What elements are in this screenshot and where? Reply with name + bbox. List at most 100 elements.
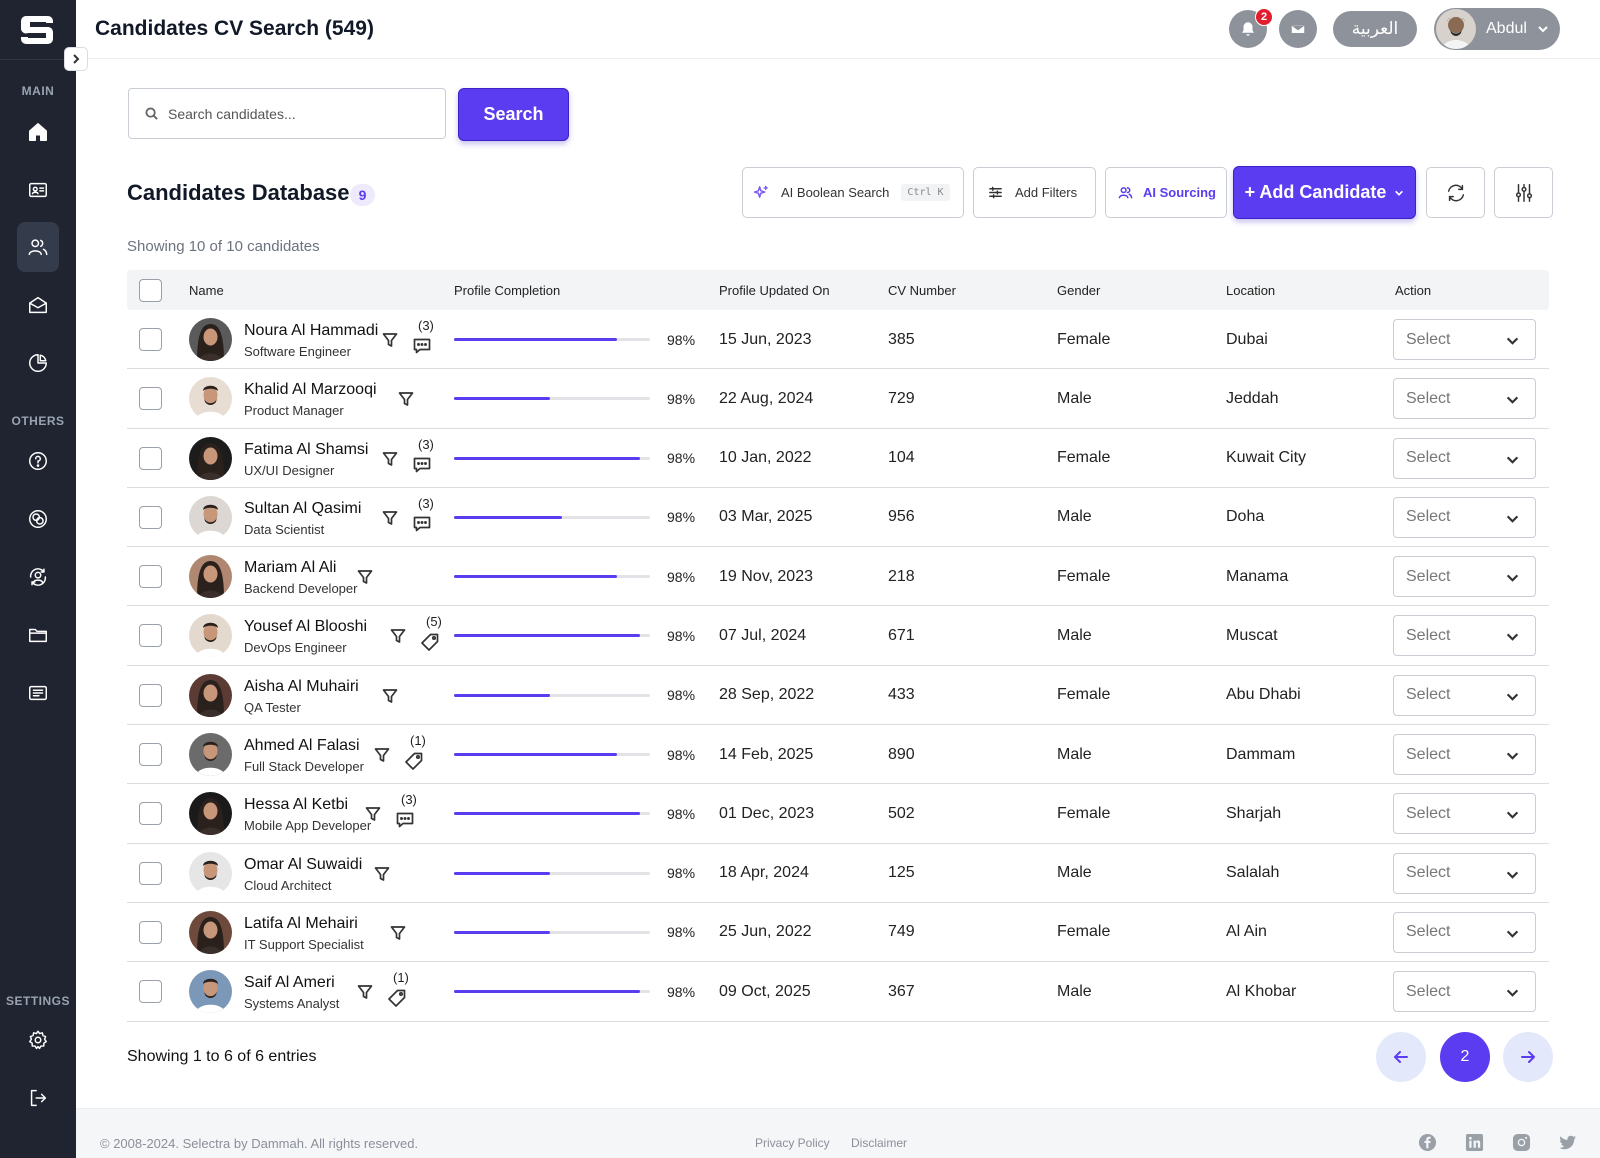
tag-icon[interactable] xyxy=(387,988,407,1008)
sidebar-item-lists[interactable] xyxy=(17,668,59,718)
select-all-checkbox[interactable] xyxy=(139,278,162,302)
notifications-button[interactable]: 2 xyxy=(1229,8,1273,48)
candidate-name[interactable]: Khalid Al Marzooqi xyxy=(244,381,377,399)
search-button[interactable]: Search xyxy=(458,88,569,141)
add-filters-button[interactable]: Add Filters xyxy=(973,167,1096,218)
sidebar-item-candidates[interactable] xyxy=(17,222,59,272)
search-input[interactable] xyxy=(168,105,418,122)
sidebar-item-home[interactable] xyxy=(17,107,59,157)
row-checkbox[interactable] xyxy=(139,683,162,707)
action-select[interactable]: Select xyxy=(1393,911,1536,953)
action-select[interactable]: Select xyxy=(1393,971,1536,1013)
table-row[interactable]: Fatima Al Shamsi UX/UI Designer (3) 98% 10 J… xyxy=(127,429,1549,488)
next-page-button[interactable] xyxy=(1503,1032,1553,1082)
comment-icon[interactable] xyxy=(412,336,432,356)
action-select[interactable]: Select xyxy=(1393,674,1536,716)
candidate-name[interactable]: Noura Al Hammadi xyxy=(244,322,379,339)
candidate-name[interactable]: Omar Al Suwaidi xyxy=(244,855,363,873)
filter-icon[interactable] xyxy=(398,391,414,407)
row-checkbox[interactable] xyxy=(139,565,162,589)
filter-icon[interactable] xyxy=(382,688,398,704)
filter-icon[interactable] xyxy=(382,332,398,348)
language-switch-button[interactable]: العربية xyxy=(1333,11,1417,47)
candidate-name[interactable]: Latifa Al Mehairi xyxy=(244,914,358,932)
sidebar-item-help[interactable] xyxy=(17,436,59,486)
column-header-profile-completion[interactable]: Profile Completion xyxy=(454,282,561,298)
candidate-name[interactable]: Fatima Al Shamsi xyxy=(244,440,369,458)
previous-page-button[interactable] xyxy=(1376,1032,1426,1082)
action-select[interactable]: Select xyxy=(1393,556,1536,598)
table-row[interactable]: Saif Al Ameri Systems Analyst (1) 98% 09 Oct… xyxy=(127,962,1549,1022)
tag-icon[interactable] xyxy=(404,751,424,771)
twitter-icon[interactable] xyxy=(1558,1133,1577,1152)
column-header-name[interactable]: Name xyxy=(189,282,224,298)
sidebar-item-reports[interactable] xyxy=(17,338,59,388)
sidebar-item-integrations[interactable] xyxy=(17,494,59,544)
messages-button[interactable] xyxy=(1279,10,1317,48)
sidebar-item-files[interactable] xyxy=(17,610,59,660)
disclaimer-link[interactable]: Disclaimer xyxy=(851,1136,908,1150)
row-checkbox[interactable] xyxy=(139,920,162,944)
table-row[interactable]: Noura Al Hammadi Software Engineer (3) 98% 1… xyxy=(127,310,1549,370)
app-logo[interactable] xyxy=(18,12,58,48)
column-header-location[interactable]: Location xyxy=(1226,282,1276,298)
action-select[interactable]: Select xyxy=(1393,437,1536,479)
ai-sourcing-button[interactable]: AI Sourcing xyxy=(1105,167,1227,218)
candidate-name[interactable]: Saif Al Ameri xyxy=(244,974,335,992)
table-row[interactable]: Yousef Al Blooshi DevOps Engineer (5) 98% 07… xyxy=(127,606,1549,666)
candidate-name[interactable]: Yousef Al Blooshi xyxy=(244,618,368,636)
sidebar-toggle-button[interactable] xyxy=(64,47,88,71)
column-header-cv-number[interactable]: CV Number xyxy=(888,282,956,298)
instagram-icon[interactable] xyxy=(1512,1133,1531,1152)
row-checkbox[interactable] xyxy=(139,505,162,529)
table-row[interactable]: Sultan Al Qasimi Data Scientist (3) 98% 03 M… xyxy=(127,488,1549,548)
column-header-gender[interactable]: Gender xyxy=(1057,282,1101,298)
page-button-current[interactable]: 2 xyxy=(1440,1032,1490,1082)
user-menu[interactable]: Abdul xyxy=(1434,8,1560,50)
comment-icon[interactable] xyxy=(412,514,432,534)
sidebar-item-user-sync[interactable] xyxy=(17,552,59,602)
refresh-button[interactable] xyxy=(1426,167,1485,218)
sidebar-item-logout[interactable] xyxy=(17,1073,59,1123)
sidebar-item-cv[interactable] xyxy=(17,165,59,215)
action-select[interactable]: Select xyxy=(1393,615,1536,657)
table-row[interactable]: Omar Al Suwaidi Cloud Architect 98% 18 Apr,… xyxy=(127,844,1549,903)
filter-icon[interactable] xyxy=(382,510,398,526)
facebook-icon[interactable] xyxy=(1418,1133,1437,1152)
linkedin-icon[interactable] xyxy=(1465,1133,1484,1152)
candidate-name[interactable]: Mariam Al Ali xyxy=(244,559,337,577)
sidebar-item-settings[interactable] xyxy=(17,1015,59,1065)
row-checkbox[interactable] xyxy=(139,446,162,470)
filter-icon[interactable] xyxy=(357,984,373,1000)
row-checkbox[interactable] xyxy=(139,624,162,648)
filter-icon[interactable] xyxy=(374,866,390,882)
ai-boolean-search-button[interactable]: AI Boolean Search Ctrl K xyxy=(742,167,964,218)
filter-icon[interactable] xyxy=(390,925,406,941)
filter-icon[interactable] xyxy=(357,569,373,585)
action-select[interactable]: Select xyxy=(1393,378,1536,420)
row-checkbox[interactable] xyxy=(139,743,162,767)
column-settings-button[interactable] xyxy=(1494,167,1553,218)
table-row[interactable]: Aisha Al Muhairi QA Tester 98% 28 Sep, 2022… xyxy=(127,666,1549,726)
filter-icon[interactable] xyxy=(374,747,390,763)
filter-icon[interactable] xyxy=(365,806,381,822)
action-select[interactable]: Select xyxy=(1393,319,1536,360)
row-checkbox[interactable] xyxy=(139,861,162,885)
candidate-name[interactable]: Hessa Al Ketbi xyxy=(244,796,349,814)
add-candidate-button[interactable]: + Add Candidate xyxy=(1233,166,1416,219)
filter-icon[interactable] xyxy=(390,628,406,644)
comment-icon[interactable] xyxy=(395,810,415,830)
table-row[interactable]: Hessa Al Ketbi Mobile App Developer (3) 98%… xyxy=(127,784,1549,844)
action-select[interactable]: Select xyxy=(1393,496,1536,538)
action-select[interactable]: Select xyxy=(1393,852,1536,894)
row-checkbox[interactable] xyxy=(139,328,162,351)
table-row[interactable]: Ahmed Al Falasi Full Stack Developer (1) 98… xyxy=(127,725,1549,785)
table-row[interactable]: Mariam Al Ali Backend Developer 98% 19 Nov,… xyxy=(127,547,1549,607)
candidate-name[interactable]: Ahmed Al Falasi xyxy=(244,737,360,755)
comment-icon[interactable] xyxy=(412,455,432,475)
table-row[interactable]: Latifa Al Mehairi IT Support Specialist 98… xyxy=(127,903,1549,963)
candidate-name[interactable]: Sultan Al Qasimi xyxy=(244,499,362,517)
column-header-updated[interactable]: Profile Updated On xyxy=(719,282,830,298)
candidate-name[interactable]: Aisha Al Muhairi xyxy=(244,677,359,695)
sidebar-item-messages[interactable] xyxy=(17,280,59,330)
